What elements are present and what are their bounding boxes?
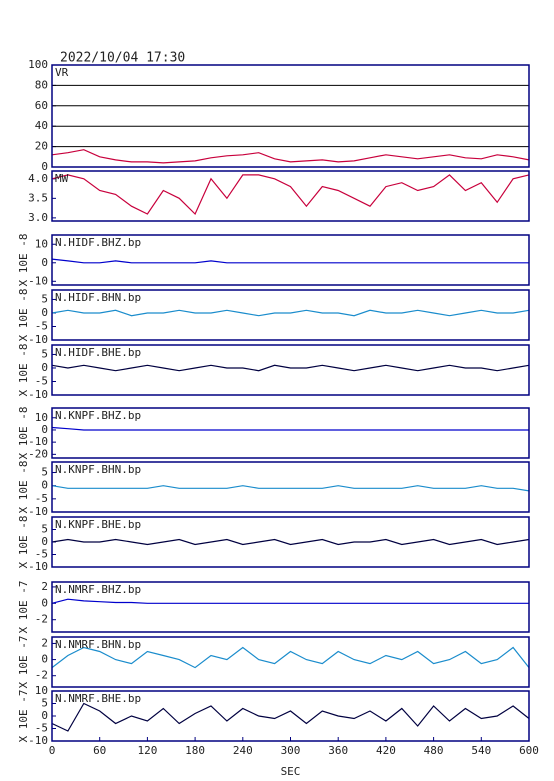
series-line: [51, 426, 529, 431]
panel-label: VR: [55, 66, 69, 79]
y-axis-label: X 10E -8: [17, 234, 30, 287]
y-tick-label: -10: [28, 333, 48, 346]
series-line: [51, 598, 529, 604]
y-tick-label: 80: [35, 78, 48, 91]
y-axis-label: X 10E -8: [17, 461, 30, 514]
y-tick-label: 100: [28, 58, 48, 71]
x-axis-label: SEC: [281, 765, 301, 778]
y-tick-label: 0: [41, 653, 48, 666]
x-tick-label: 540: [471, 744, 491, 757]
y-tick-label: 10: [35, 684, 48, 697]
x-tick-label: 240: [233, 744, 253, 757]
y-tick-label: -5: [35, 374, 48, 387]
y-tick-label: 0: [41, 361, 48, 374]
y-tick-label: 10: [35, 411, 48, 424]
y-tick-label: 3.5: [28, 191, 48, 204]
y-tick-label: 5: [41, 523, 48, 536]
x-tick-label: 120: [137, 744, 157, 757]
panel-label: N.NMRF.BHZ.bp: [55, 583, 141, 596]
y-tick-label: 0: [41, 535, 48, 548]
y-axis-label: X 10E -7: [17, 581, 30, 634]
y-tick-label: 0: [41, 306, 48, 319]
y-tick-label: 5: [41, 292, 48, 305]
x-tick-label: 60: [93, 744, 106, 757]
panel-frame: [51, 636, 530, 688]
y-tick-label: 40: [35, 119, 48, 132]
x-tick-label: 420: [376, 744, 396, 757]
x-tick-label: 600: [519, 744, 539, 757]
y-tick-label: -5: [35, 548, 48, 561]
series-line: [51, 149, 530, 164]
y-tick-label: 0: [41, 709, 48, 722]
y-axis-label: X 10E -7: [17, 636, 30, 689]
y-tick-label: -5: [35, 492, 48, 505]
y-tick-label: 0: [41, 256, 48, 269]
y-tick-label: 0: [41, 479, 48, 492]
panel-frame: [51, 344, 530, 396]
y-axis-label: X 10E -7: [17, 690, 30, 743]
y-axis-label: X 10E -8: [17, 407, 30, 460]
panel-frame: [51, 64, 530, 168]
series-line: [51, 174, 530, 216]
series-line: [51, 309, 530, 317]
y-tick-label: -10: [28, 388, 48, 401]
panel-frame: [51, 461, 530, 513]
y-tick-label: 20: [35, 140, 48, 153]
y-tick-label: -10: [28, 505, 48, 518]
panel-frame: [51, 407, 530, 459]
y-tick-label: 2: [41, 580, 48, 593]
y-tick-label: -10: [28, 435, 48, 448]
x-tick-label: 0: [49, 744, 56, 757]
y-tick-label: -10: [28, 560, 48, 573]
series-line: [51, 485, 530, 492]
y-axis-label: X 10E -8: [17, 344, 30, 397]
y-tick-label: 5: [41, 347, 48, 360]
y-tick-label: 60: [35, 99, 48, 112]
y-axis-label: X 10E -8: [17, 516, 30, 569]
y-tick-label: -5: [35, 722, 48, 735]
panel-frame: [51, 581, 530, 633]
y-tick-label: 4.0: [28, 172, 48, 185]
panel-label: N.NMRF.BHE.bp: [55, 692, 141, 705]
panel-label: N.HIDF.BHE.bp: [55, 346, 141, 359]
y-tick-label: 0: [41, 423, 48, 436]
y-tick-label: -2: [35, 669, 48, 682]
panel-label: N.NMRF.BHN.bp: [55, 638, 141, 651]
y-tick-label: -20: [28, 447, 48, 460]
y-tick-label: 0: [41, 596, 48, 609]
y-tick-label: 2: [41, 636, 48, 649]
panel-label: N.KNPF.BHN.bp: [55, 463, 141, 476]
series-line: [51, 258, 529, 264]
panel-label: N.KNPF.BHE.bp: [55, 518, 141, 531]
panel-frame: [51, 516, 530, 568]
y-tick-label: -5: [35, 319, 48, 332]
panel-frame: [51, 170, 530, 222]
x-tick-label: 300: [281, 744, 301, 757]
y-tick-label: 0: [41, 160, 48, 173]
y-axis-label: X 10E -8: [17, 289, 30, 342]
y-tick-label: -10: [28, 274, 48, 287]
y-tick-label: 5: [41, 466, 48, 479]
series-line: [51, 646, 530, 669]
x-tick-label: 360: [328, 744, 348, 757]
panel-label: N.HIDF.BHN.bp: [55, 291, 141, 304]
series-line: [51, 538, 530, 546]
panel-frame: [51, 289, 530, 341]
y-tick-label: 3.0: [28, 211, 48, 224]
series-line: [51, 364, 530, 372]
y-tick-label: 10: [35, 237, 48, 250]
series-line: [51, 702, 530, 732]
panel-label: MW: [55, 172, 69, 185]
x-tick-label: 180: [185, 744, 205, 757]
y-tick-label: 5: [41, 697, 48, 710]
panel-frame: [51, 234, 530, 286]
chart-title: 2022/10/04 17:30: [60, 51, 185, 66]
panel-label: N.HIDF.BHZ.bp: [55, 236, 141, 249]
x-tick-label: 480: [424, 744, 444, 757]
y-tick-label: -10: [28, 734, 48, 747]
panel-label: N.KNPF.BHZ.bp: [55, 409, 141, 422]
y-tick-label: -2: [35, 613, 48, 626]
